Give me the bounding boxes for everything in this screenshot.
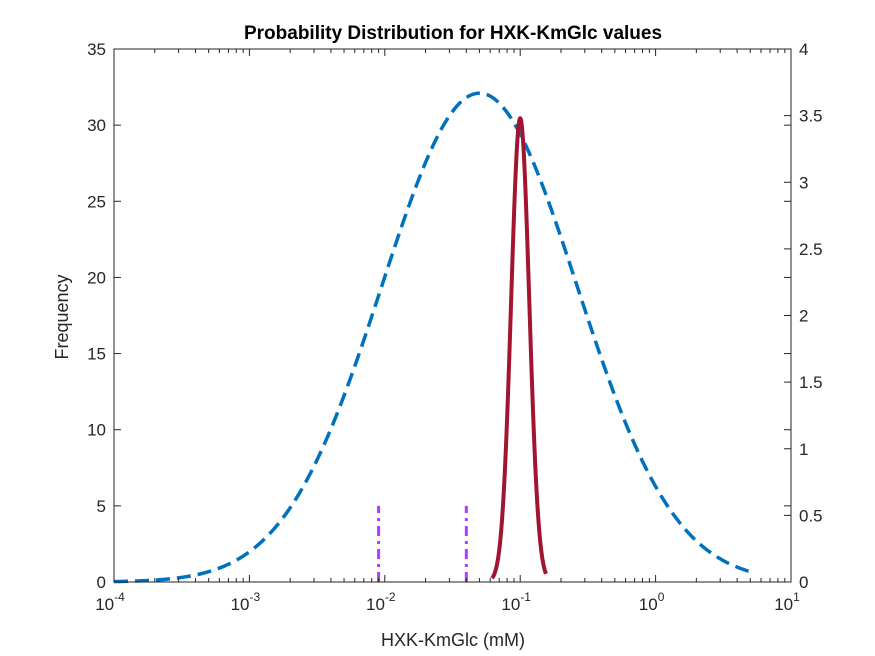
y-left-tick-label: 15 [87, 345, 106, 364]
x-tick-label: 10-1 [501, 590, 531, 614]
y-right-tick-label: 3 [799, 173, 808, 192]
y-axis-title: Frequency [52, 274, 72, 359]
y-left-tick-label: 0 [97, 573, 106, 592]
x-tick-base: 10 [231, 595, 250, 614]
y-left-tick-label: 10 [87, 421, 106, 440]
y-right-tick-label: 0 [799, 573, 808, 592]
chart-title: Probability Distribution for HXK-KmGlc v… [244, 23, 662, 44]
x-axis-title: HXK-KmGlc (mM) [381, 630, 525, 650]
x-tick-exponent: -4 [114, 590, 125, 604]
y-right-tick-label: 0.5 [799, 506, 823, 525]
x-tick-exponent: 1 [793, 590, 800, 604]
y-left-tick-label: 35 [87, 40, 106, 59]
x-tick-label: 10-3 [231, 590, 261, 614]
x-tick-label: 10-4 [95, 590, 125, 614]
x-tick-exponent: -2 [385, 590, 396, 604]
solid-distribution-curve [490, 116, 548, 580]
y-left-tick-label: 5 [97, 497, 106, 516]
x-tick-label: 10-2 [366, 590, 396, 614]
y-right-tick-label: 2.5 [799, 240, 823, 259]
y-left-tick-label: 20 [87, 268, 106, 287]
x-tick-base: 10 [774, 595, 793, 614]
y-right-tick-label: 4 [799, 40, 808, 59]
dashed-distribution-curve [113, 91, 751, 584]
series-layer [113, 91, 751, 584]
y-left-tick-label: 25 [87, 192, 106, 211]
x-tick-exponent: -3 [250, 590, 261, 604]
x-tick-exponent: 0 [658, 590, 665, 604]
x-tick-base: 10 [95, 595, 114, 614]
y-right-tick-label: 2 [799, 307, 808, 326]
y-left-tick-label: 30 [87, 116, 106, 135]
y-right-tick-label: 1 [799, 440, 808, 459]
x-tick-base: 10 [639, 595, 658, 614]
x-tick-base: 10 [366, 595, 385, 614]
x-tick-base: 10 [501, 595, 520, 614]
x-tick-exponent: -1 [520, 590, 531, 604]
y-right-tick-label: 3.5 [799, 107, 823, 126]
y-right-tick-label: 1.5 [799, 373, 823, 392]
x-tick-label: 100 [639, 590, 665, 614]
x-tick-label: 101 [774, 590, 800, 614]
